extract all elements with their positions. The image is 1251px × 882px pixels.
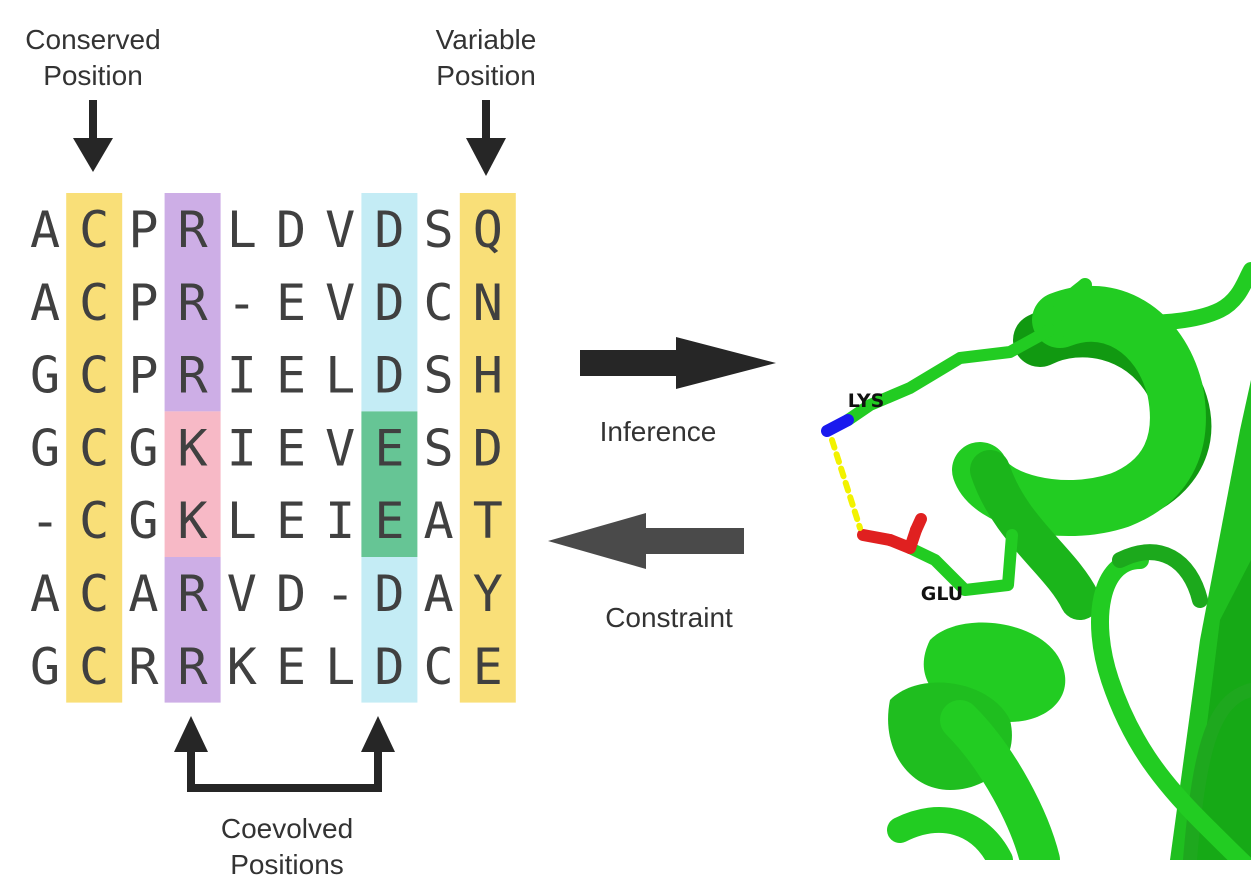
residue-r0-c4: L — [227, 201, 257, 259]
highlight-band-col3-3 — [164, 411, 221, 557]
residue-r5-c1: C — [79, 565, 109, 623]
residue-r2-c3: R — [178, 347, 209, 405]
residue-r3-c1: C — [79, 419, 109, 477]
residue-r3-c5: E — [276, 419, 306, 477]
highlight-band-col7-7 — [361, 557, 418, 703]
residue-r0-c5: D — [276, 201, 306, 259]
residue-r5-c2: A — [128, 565, 158, 623]
variable-arrow-down-icon — [466, 100, 506, 176]
residue-r2-c9: H — [473, 347, 503, 405]
constraint-label: Constraint — [605, 602, 733, 633]
alignment-highlight-bands — [66, 193, 516, 703]
highlight-band-col7-6 — [361, 411, 418, 557]
residue-r2-c6: L — [325, 347, 355, 405]
residue-r4-c2: G — [128, 492, 158, 550]
conserved-arrow-down-icon — [73, 100, 113, 172]
residue-r5-c5: D — [276, 565, 306, 623]
residue-r2-c4: I — [227, 347, 257, 405]
residue-r2-c5: E — [276, 347, 306, 405]
highlight-band-col7-5 — [361, 193, 418, 412]
residue-r1-c8: C — [424, 274, 454, 332]
highlight-band-col3-4 — [164, 557, 221, 703]
residue-r1-c5: E — [276, 274, 306, 332]
residue-r0-c1: C — [79, 201, 109, 259]
residue-r6-c2: R — [128, 638, 159, 696]
residue-r5-c7: D — [374, 565, 404, 623]
inference-label: Inference — [600, 416, 717, 447]
residue-r4-c1: C — [79, 492, 109, 550]
residue-r2-c2: P — [128, 347, 158, 405]
highlight-band-col1-0 — [66, 193, 123, 703]
highlight-band-col3-2 — [164, 193, 221, 412]
residue-r2-c8: S — [424, 347, 454, 405]
conserved-position-label-line2: Position — [43, 60, 143, 91]
coevolved-positions-label-line1: Coevolved — [221, 813, 353, 844]
protein-structure-cartoon: LYS GLU — [821, 262, 1251, 860]
residue-r1-c7: D — [374, 274, 404, 332]
residue-r1-c1: C — [79, 274, 109, 332]
residue-r4-c6: I — [325, 492, 355, 550]
residue-r5-c0: A — [30, 565, 60, 623]
conserved-position-label-line1: Conserved — [25, 24, 160, 55]
inference-arrow-right-icon — [580, 337, 776, 389]
residue-r5-c8: A — [424, 565, 454, 623]
variable-position-label-line1: Variable — [436, 24, 537, 55]
glu-residue-label: GLU — [921, 583, 963, 605]
residue-r1-c9: N — [473, 274, 503, 332]
residue-r5-c3: R — [178, 565, 209, 623]
residue-r2-c0: G — [30, 347, 60, 405]
residue-r0-c2: P — [128, 201, 158, 259]
residue-r4-c7: E — [374, 492, 404, 550]
residue-r3-c2: G — [128, 419, 158, 477]
residue-r5-c6: - — [325, 565, 355, 623]
residue-r4-c4: L — [227, 492, 257, 550]
residue-r3-c9: D — [473, 419, 503, 477]
residue-r3-c6: V — [325, 419, 355, 477]
lys-residue-label: LYS — [848, 390, 885, 412]
variable-position-label-line2: Position — [436, 60, 536, 91]
residue-r6-c3: R — [178, 638, 209, 696]
residue-r6-c4: K — [227, 638, 257, 696]
residue-r3-c3: K — [178, 419, 208, 477]
residue-r0-c7: D — [374, 201, 404, 259]
constraint-arrow-left-icon — [548, 513, 744, 569]
residue-r1-c6: V — [325, 274, 355, 332]
residue-r6-c7: D — [374, 638, 404, 696]
residue-r1-c3: R — [178, 274, 209, 332]
residue-r4-c5: E — [276, 492, 306, 550]
residue-r6-c9: E — [473, 638, 503, 696]
residue-r3-c4: I — [227, 419, 257, 477]
coevolved-bracket-arrow-icon — [174, 716, 395, 792]
residue-r4-c0: - — [30, 492, 60, 550]
residue-r2-c1: C — [79, 347, 109, 405]
residue-r0-c6: V — [325, 201, 355, 259]
residue-r0-c3: R — [178, 201, 209, 259]
residue-r0-c9: Q — [473, 201, 503, 259]
residue-r3-c8: S — [424, 419, 454, 477]
highlight-band-col9-1 — [459, 193, 516, 703]
residue-r4-c9: T — [473, 492, 503, 550]
residue-r6-c5: E — [276, 638, 306, 696]
residue-r5-c4: V — [227, 565, 257, 623]
residue-r6-c0: G — [30, 638, 60, 696]
residue-r1-c2: P — [128, 274, 158, 332]
residue-r3-c7: E — [374, 419, 404, 477]
residue-r1-c0: A — [30, 274, 60, 332]
residue-r6-c6: L — [325, 638, 355, 696]
residue-r4-c8: A — [424, 492, 454, 550]
residue-r4-c3: K — [178, 492, 208, 550]
sequence-alignment: A C P R L D V D S QA C P R - E V D C NG C P R I E L D S HG C G K I E V E S D… — [30, 201, 503, 696]
residue-r5-c9: Y — [473, 565, 503, 623]
residue-r2-c7: D — [374, 347, 404, 405]
residue-r0-c0: A — [30, 201, 60, 259]
residue-r6-c8: C — [424, 638, 454, 696]
coevolved-positions-label-line2: Positions — [230, 849, 344, 880]
residue-r0-c8: S — [424, 201, 454, 259]
residue-r6-c1: C — [79, 638, 109, 696]
residue-r1-c4: - — [227, 274, 257, 332]
residue-r3-c0: G — [30, 419, 60, 477]
